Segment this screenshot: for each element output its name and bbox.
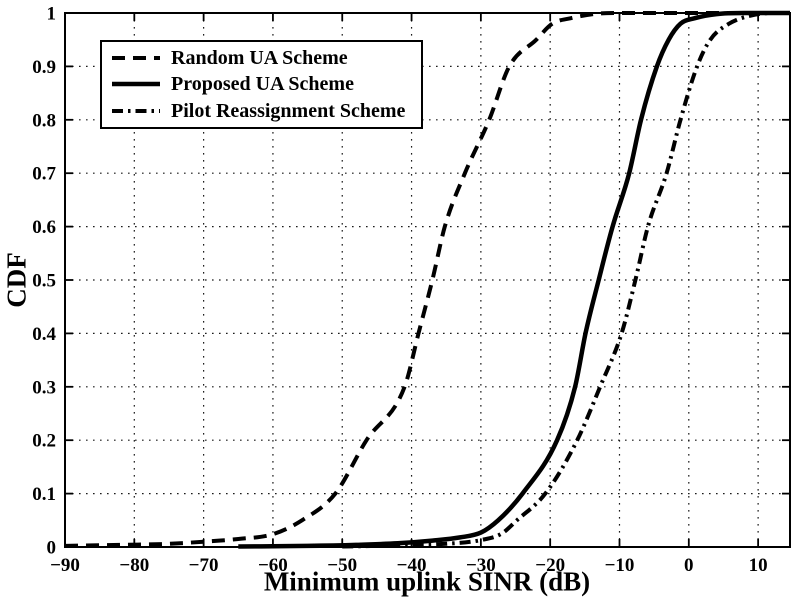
x-tick-label: −80 bbox=[119, 555, 149, 576]
y-axis-label: CDF bbox=[1, 252, 32, 308]
legend-line-sample-dashed bbox=[112, 56, 160, 61]
legend: Random UA Scheme Proposed UA Scheme Pilot … bbox=[100, 40, 423, 129]
legend-line-sample-dash-dot bbox=[112, 108, 160, 113]
x-tick-label: −50 bbox=[327, 555, 357, 576]
legend-item-label: Proposed UA Scheme bbox=[171, 73, 354, 96]
y-tick-label: 0.3 bbox=[32, 377, 56, 398]
y-tick-label: 1 bbox=[47, 4, 57, 25]
legend-item: Random UA Scheme bbox=[110, 45, 413, 71]
y-tick-label: 0.9 bbox=[32, 57, 56, 78]
y-tick-label: 0.1 bbox=[32, 484, 56, 505]
y-tick-label: 0.7 bbox=[32, 164, 56, 185]
x-axis-label: Minimum uplink SINR (dB) bbox=[263, 566, 591, 597]
x-tick-label: −60 bbox=[258, 555, 288, 576]
x-tick-label: −10 bbox=[605, 555, 635, 576]
curve-random-ua-scheme bbox=[64, 10, 790, 548]
legend-item-label: Random UA Scheme bbox=[171, 47, 348, 70]
y-tick-label: 0.5 bbox=[32, 271, 56, 292]
y-tick-label: 0 bbox=[47, 538, 57, 559]
x-tick-label: −30 bbox=[466, 555, 496, 576]
y-tick-label: 0.4 bbox=[32, 324, 56, 345]
x-tick-label: −20 bbox=[535, 555, 565, 576]
x-tick-label: −40 bbox=[397, 555, 427, 576]
x-tick-label: 0 bbox=[684, 555, 694, 576]
y-tick-label: 0.8 bbox=[32, 110, 56, 131]
y-tick-label: 0.6 bbox=[32, 217, 56, 238]
x-tick-label: −70 bbox=[189, 555, 219, 576]
curve-proposed-ua-scheme bbox=[238, 10, 790, 549]
legend-item: Pilot Reassignment Scheme bbox=[110, 98, 413, 124]
x-tick-label: 10 bbox=[749, 555, 768, 576]
y-tick-label: 0.2 bbox=[32, 431, 56, 452]
legend-item: Proposed UA Scheme bbox=[110, 71, 413, 97]
legend-item-label: Pilot Reassignment Scheme bbox=[171, 99, 406, 122]
legend-line-sample-solid bbox=[112, 82, 160, 87]
x-tick-label: −90 bbox=[50, 555, 80, 576]
